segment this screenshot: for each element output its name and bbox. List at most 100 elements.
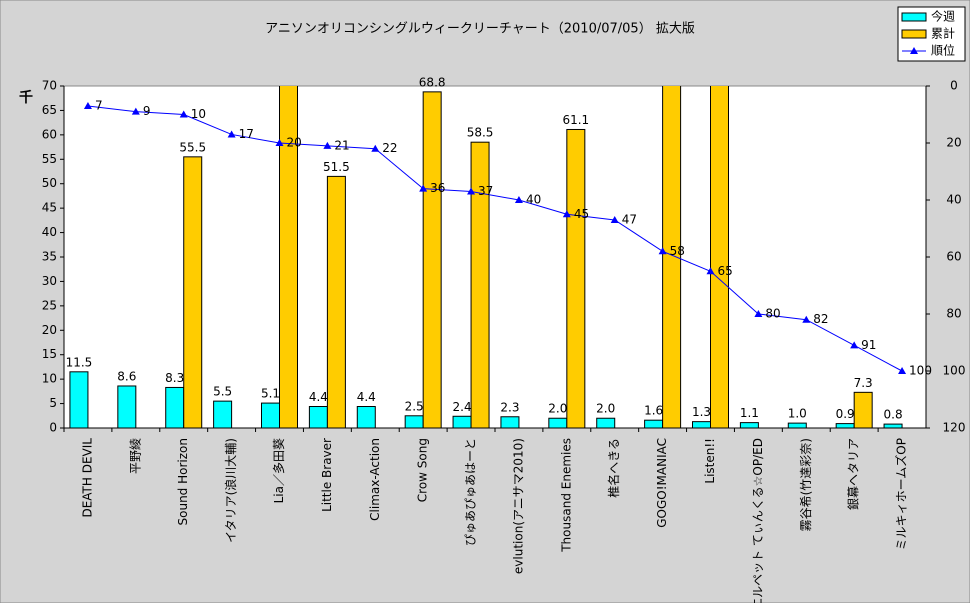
value-label: 2.5 — [405, 399, 424, 413]
bar — [710, 86, 729, 428]
x-tick-label: ミルキィホームズOP — [894, 438, 909, 550]
value-label: 80 — [765, 307, 780, 321]
bar — [308, 406, 328, 428]
y-tick-label: 45 — [42, 201, 57, 215]
value-label: 1.3 — [692, 405, 711, 419]
x-tick-label: Sound Horizon — [176, 438, 190, 525]
value-label: 37 — [478, 184, 493, 198]
y2-tick-label: 80 — [946, 307, 961, 321]
value-label: 55.5 — [179, 140, 206, 154]
marker — [802, 315, 811, 323]
x-tick-label: Lia／多田葵 — [272, 438, 286, 503]
value-label: 7 — [95, 98, 103, 112]
y-tick-label: 65 — [42, 103, 57, 117]
bar — [853, 391, 873, 428]
y-tick-label: 70 — [42, 79, 57, 93]
x-tick-label: Crow Song — [416, 438, 430, 502]
y2-tick-label: 20 — [946, 136, 961, 150]
value-label: 2.0 — [596, 402, 615, 416]
value-label: 1.1 — [740, 406, 759, 420]
value-label: 45 — [574, 207, 589, 221]
bar — [165, 386, 185, 428]
bar — [117, 385, 137, 428]
legend-label: 今週 — [931, 9, 955, 24]
y-tick-label: 40 — [42, 225, 57, 239]
value-label: 17 — [239, 127, 254, 141]
marker — [754, 310, 763, 317]
bar — [279, 86, 298, 428]
legend-label: 累計 — [931, 26, 955, 41]
marker — [131, 107, 140, 115]
x-tick-label: DEATH DEVIL — [80, 438, 94, 518]
x-tick-label: Thousand Enemies — [559, 438, 573, 553]
y-tick-label: 30 — [42, 274, 57, 288]
legend-swatch — [901, 12, 927, 22]
value-label: 11.5 — [66, 355, 93, 369]
x-tick-label: GOGO!MANIAC — [655, 438, 669, 528]
y-tick-label: 55 — [42, 152, 57, 166]
bar — [692, 421, 711, 428]
x-tick-label: 平野綾 — [127, 438, 142, 474]
value-label: 5.5 — [213, 385, 232, 399]
bar — [596, 417, 616, 428]
value-label: 2.3 — [500, 400, 519, 414]
value-label: 61.1 — [562, 113, 589, 127]
marker — [610, 215, 619, 223]
value-label: 100 — [909, 364, 932, 378]
value-label: 4.4 — [309, 390, 328, 404]
value-label: 36 — [430, 181, 445, 195]
value-label: 40 — [526, 193, 541, 207]
y2-tick-label: 60 — [946, 250, 961, 264]
plot-clip — [69, 86, 903, 428]
bar — [566, 128, 586, 428]
x-tick-label: ジュエルペット てぃんくる☆OP/ED — [751, 438, 765, 603]
value-label: 20 — [287, 136, 302, 150]
value-label: 68.8 — [419, 75, 446, 89]
value-label: 91 — [861, 338, 876, 352]
y-tick-label: 25 — [42, 298, 57, 312]
value-label: 4.4 — [357, 390, 376, 404]
y-tick-label: 0 — [49, 421, 57, 435]
y-tick-label: 50 — [42, 176, 57, 190]
value-label: 5.1 — [261, 387, 280, 401]
y-tick-label: 20 — [42, 323, 57, 337]
y2-tick-label: 40 — [946, 193, 961, 207]
value-label: 58 — [670, 244, 685, 258]
bar — [739, 422, 759, 428]
y-tick-label: 10 — [42, 372, 57, 386]
bar — [356, 406, 376, 428]
x-tick-label: Listen!! — [703, 438, 717, 484]
value-label: 1.6 — [644, 404, 663, 418]
value-label: 51.5 — [323, 160, 350, 174]
bar — [69, 371, 89, 428]
bar — [662, 86, 682, 428]
marker — [850, 341, 859, 349]
legend-swatch — [901, 29, 927, 39]
legend-marker — [910, 47, 918, 54]
bar — [422, 91, 442, 428]
y-tick-label: 15 — [42, 347, 57, 361]
bar — [213, 400, 233, 428]
value-label: 7.3 — [854, 376, 873, 390]
value-label: 8.3 — [165, 371, 184, 385]
bar — [183, 156, 203, 428]
x-tick-label: Little Braver — [320, 438, 334, 512]
x-tick-label: 椎名へきる — [606, 438, 621, 498]
bar — [787, 422, 807, 428]
bar — [883, 423, 903, 428]
value-label: 0.8 — [884, 408, 903, 422]
bar — [500, 416, 520, 428]
y2-tick-label: 0 — [950, 79, 958, 93]
marker — [562, 210, 571, 218]
y-tick-label: 5 — [49, 396, 57, 410]
value-label: 82 — [813, 312, 828, 326]
legend-label: 順位 — [931, 43, 955, 58]
value-label: 9 — [143, 104, 151, 118]
y-axis-label: 千 — [19, 89, 33, 106]
line — [87, 105, 903, 372]
value-label: 8.6 — [117, 369, 136, 383]
bar — [835, 423, 855, 428]
marker — [323, 141, 332, 149]
marker — [658, 247, 667, 255]
